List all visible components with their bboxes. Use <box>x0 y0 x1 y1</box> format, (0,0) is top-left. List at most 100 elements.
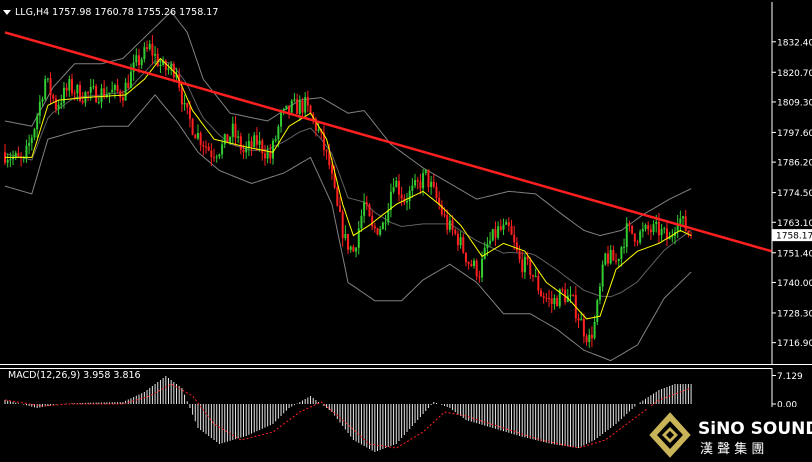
candle-bear <box>347 234 350 250</box>
candle-bull <box>154 53 157 56</box>
candle-bull <box>357 228 360 248</box>
candle-bear <box>582 319 585 337</box>
candle-bear <box>138 55 140 66</box>
candle-bear <box>309 105 312 114</box>
candle-bull <box>655 221 658 224</box>
candle-bear <box>665 228 668 240</box>
price-tick-label: 1786.20 <box>777 159 812 169</box>
candle-bear <box>419 181 422 189</box>
candle-bull <box>30 137 33 144</box>
candle-bear <box>336 187 339 206</box>
candle-bear <box>464 252 467 263</box>
candle-bear <box>263 153 266 159</box>
candle-bear <box>647 225 650 230</box>
candle-bull <box>408 190 411 202</box>
candle-bear <box>333 173 336 188</box>
candle-bull <box>148 43 151 49</box>
candle-bull <box>486 243 489 248</box>
candle-bull <box>381 222 384 230</box>
bollinger-upper-band <box>4 10 692 237</box>
candle-bear <box>121 97 124 101</box>
candle-bull <box>36 115 39 130</box>
candle-bear <box>590 334 593 339</box>
candle-bull <box>223 134 226 145</box>
candle-bull <box>129 71 132 88</box>
candle-bull <box>344 234 347 239</box>
candle-bear <box>371 216 374 227</box>
candle-bear <box>87 92 90 94</box>
candle-bull <box>245 147 248 153</box>
candle-bear <box>550 298 553 304</box>
candle-bull <box>588 334 591 343</box>
candle-bear <box>368 204 371 217</box>
candle-bull <box>553 297 556 304</box>
candle-bull <box>97 102 100 104</box>
last-price-box <box>772 229 812 242</box>
candle-bull <box>12 156 15 160</box>
macd-tick-label: 7.129 <box>777 372 803 382</box>
candle-bull <box>379 229 382 235</box>
diamond-emblem-icon <box>649 412 691 458</box>
candle-bull <box>505 222 508 225</box>
candle-bull <box>593 321 596 339</box>
candle-bear <box>615 260 618 262</box>
candle-bull <box>258 140 261 145</box>
candle-bear <box>631 225 634 234</box>
price-tick-label: 1716.90 <box>777 339 812 349</box>
candle-bear <box>531 274 534 277</box>
candle-bull <box>558 289 561 307</box>
candle-bull <box>57 104 60 110</box>
candle-bull <box>304 97 307 113</box>
candle-bear <box>427 169 430 188</box>
candle-bear <box>213 157 216 159</box>
candle-bear <box>73 93 76 95</box>
candle-bear <box>116 85 119 92</box>
candle-bull <box>489 240 492 244</box>
candle-bear <box>499 226 502 230</box>
candle-bull <box>671 235 674 238</box>
candle-bear <box>207 146 210 151</box>
candle-bear <box>365 202 368 205</box>
candle-bull <box>384 222 387 224</box>
candle-bull <box>652 223 655 233</box>
candle-bull <box>14 152 17 157</box>
candle-bull <box>497 226 500 238</box>
candle-bull <box>644 225 647 230</box>
candle-bear <box>462 237 465 253</box>
candle-bull <box>132 62 135 72</box>
candle-bear <box>510 226 513 235</box>
candle-bear <box>521 259 524 273</box>
candle-bear <box>687 230 690 235</box>
candle-bull <box>92 86 95 88</box>
candle-bull <box>395 180 398 188</box>
candle-bear <box>322 132 325 151</box>
resistance-trendline[interactable] <box>4 31 772 253</box>
candle-bear <box>572 294 575 296</box>
candle-bull <box>448 220 451 230</box>
candle-bull <box>143 47 146 60</box>
candle-bull <box>660 229 663 236</box>
candle-bull <box>483 247 486 259</box>
candle-bear <box>119 91 122 98</box>
candle-bull <box>68 79 71 91</box>
candle-bear <box>301 100 304 113</box>
candle-bull <box>280 112 283 127</box>
candle-bull <box>175 74 178 78</box>
candle-bull <box>253 135 256 148</box>
candle-bull <box>355 247 358 252</box>
candle-bull <box>317 129 320 131</box>
candle-bull <box>237 136 240 138</box>
candle-bear <box>306 97 309 106</box>
candle-bear <box>180 87 183 105</box>
candle-bull <box>167 68 170 70</box>
candle-bull <box>33 129 36 138</box>
candle-bull <box>609 249 612 264</box>
candle-bear <box>103 88 106 98</box>
candle-bull <box>625 223 628 247</box>
candle-bull <box>349 246 352 250</box>
candle-bear <box>475 260 478 277</box>
candle-bear <box>443 214 446 216</box>
candle-bear <box>542 296 545 298</box>
candle-bull <box>360 215 363 229</box>
candle-bear <box>507 222 510 227</box>
